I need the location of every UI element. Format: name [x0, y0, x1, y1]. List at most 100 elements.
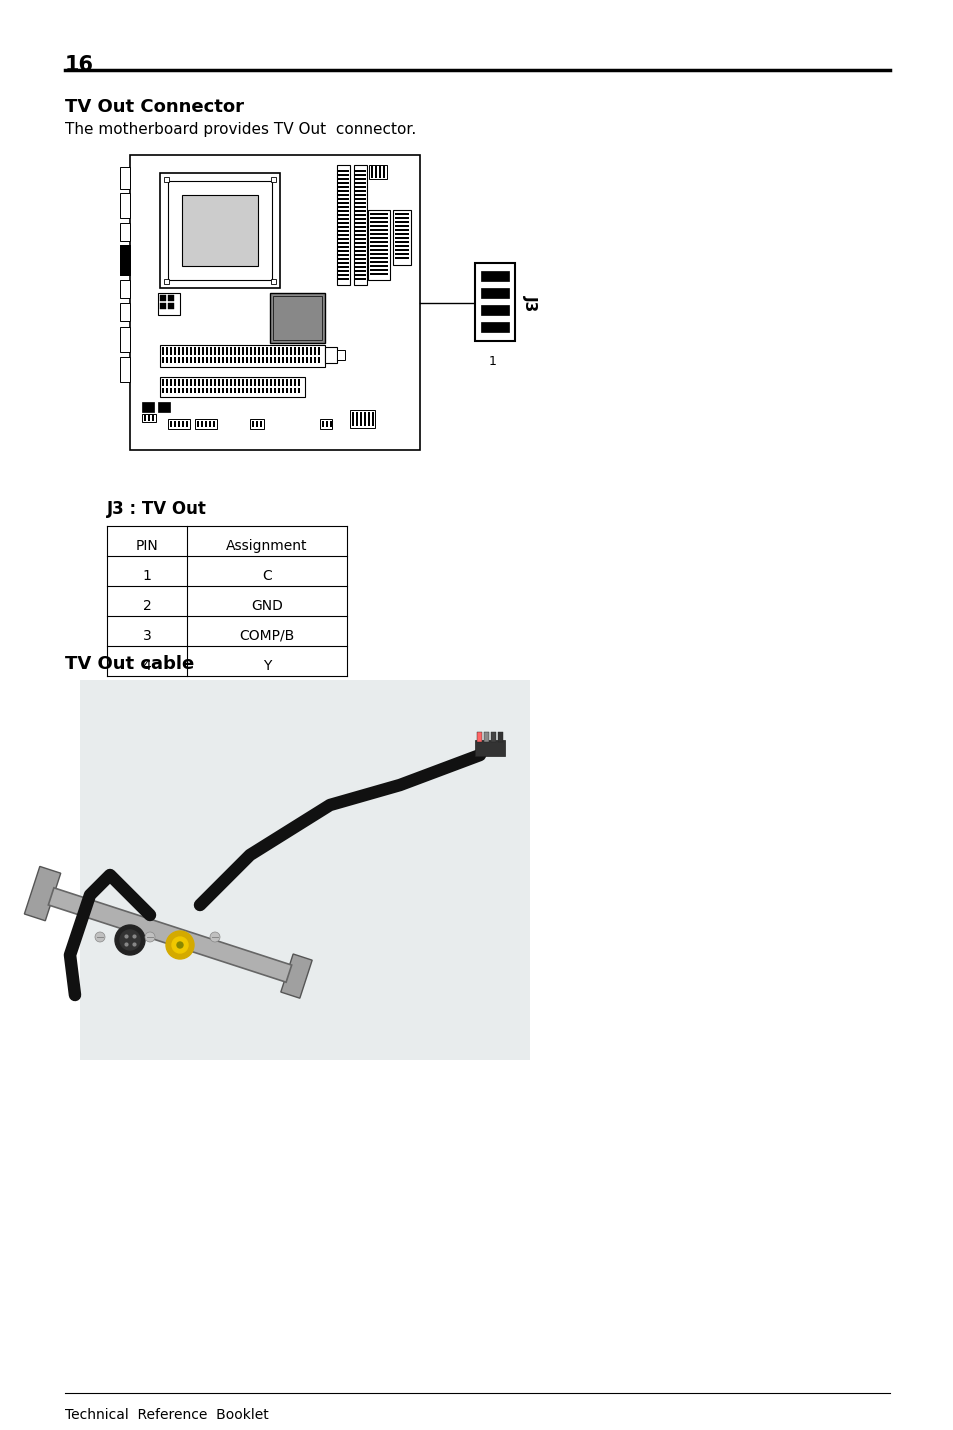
Bar: [218, 388, 220, 393]
Bar: [337, 262, 349, 265]
Bar: [395, 245, 409, 247]
Text: 3: 3: [143, 629, 152, 642]
Bar: [222, 379, 224, 386]
Bar: [364, 412, 366, 426]
Bar: [164, 177, 169, 182]
Bar: [257, 388, 260, 393]
Bar: [337, 177, 349, 180]
Bar: [178, 347, 180, 355]
Bar: [253, 358, 255, 363]
Bar: [233, 388, 235, 393]
Bar: [274, 347, 275, 355]
Bar: [277, 388, 280, 393]
Bar: [372, 412, 374, 426]
Bar: [277, 379, 280, 386]
Bar: [25, 867, 61, 921]
Bar: [322, 420, 324, 428]
Bar: [350, 410, 375, 428]
Text: J3: J3: [522, 295, 537, 312]
Bar: [395, 225, 409, 227]
Bar: [355, 275, 366, 276]
Bar: [370, 229, 388, 232]
Bar: [242, 379, 244, 386]
Bar: [213, 420, 214, 428]
Bar: [337, 277, 349, 280]
Bar: [166, 379, 168, 386]
Bar: [286, 388, 288, 393]
Bar: [257, 379, 260, 386]
Bar: [337, 194, 349, 196]
Bar: [168, 303, 173, 309]
Bar: [262, 379, 264, 386]
Bar: [310, 358, 312, 363]
Bar: [480, 322, 509, 332]
Bar: [250, 419, 264, 429]
Bar: [369, 164, 387, 179]
Bar: [395, 249, 409, 252]
Bar: [210, 379, 212, 386]
Bar: [250, 388, 252, 393]
Bar: [250, 347, 252, 355]
Bar: [246, 388, 248, 393]
Bar: [355, 246, 366, 247]
Circle shape: [166, 931, 193, 960]
Bar: [160, 378, 305, 398]
Bar: [196, 420, 199, 428]
Bar: [166, 347, 168, 355]
Bar: [182, 358, 184, 363]
Bar: [233, 358, 235, 363]
Bar: [250, 379, 252, 386]
Bar: [252, 420, 253, 428]
Bar: [337, 210, 349, 212]
Bar: [282, 379, 284, 386]
Bar: [282, 388, 284, 393]
Bar: [198, 388, 200, 393]
Bar: [237, 358, 240, 363]
Bar: [182, 388, 184, 393]
Bar: [49, 888, 292, 982]
Bar: [222, 388, 224, 393]
Bar: [395, 217, 409, 219]
Bar: [160, 345, 325, 368]
Bar: [355, 197, 366, 200]
Bar: [182, 420, 184, 428]
Bar: [480, 272, 509, 282]
Bar: [173, 358, 175, 363]
Bar: [205, 420, 207, 428]
Bar: [337, 182, 349, 184]
Bar: [218, 358, 220, 363]
Text: C: C: [262, 569, 272, 582]
Bar: [120, 167, 130, 189]
Bar: [395, 229, 409, 232]
Bar: [336, 350, 345, 360]
Bar: [337, 255, 349, 256]
Bar: [233, 379, 235, 386]
Bar: [120, 327, 130, 352]
Bar: [120, 280, 130, 297]
Bar: [160, 173, 280, 287]
Bar: [483, 732, 489, 742]
Bar: [162, 347, 164, 355]
Bar: [355, 242, 366, 245]
Bar: [337, 197, 349, 200]
Bar: [253, 347, 255, 355]
Bar: [395, 237, 409, 239]
Bar: [168, 295, 173, 300]
Bar: [166, 388, 168, 393]
Bar: [190, 358, 192, 363]
Bar: [352, 412, 354, 426]
Bar: [152, 415, 153, 420]
Bar: [355, 257, 366, 260]
Bar: [202, 379, 204, 386]
Bar: [294, 379, 295, 386]
Bar: [370, 213, 388, 214]
Bar: [270, 358, 272, 363]
Bar: [257, 347, 260, 355]
Bar: [270, 379, 272, 386]
Bar: [246, 379, 248, 386]
Bar: [262, 388, 264, 393]
Bar: [242, 358, 244, 363]
Bar: [370, 249, 388, 252]
Bar: [393, 210, 411, 265]
Bar: [186, 347, 188, 355]
